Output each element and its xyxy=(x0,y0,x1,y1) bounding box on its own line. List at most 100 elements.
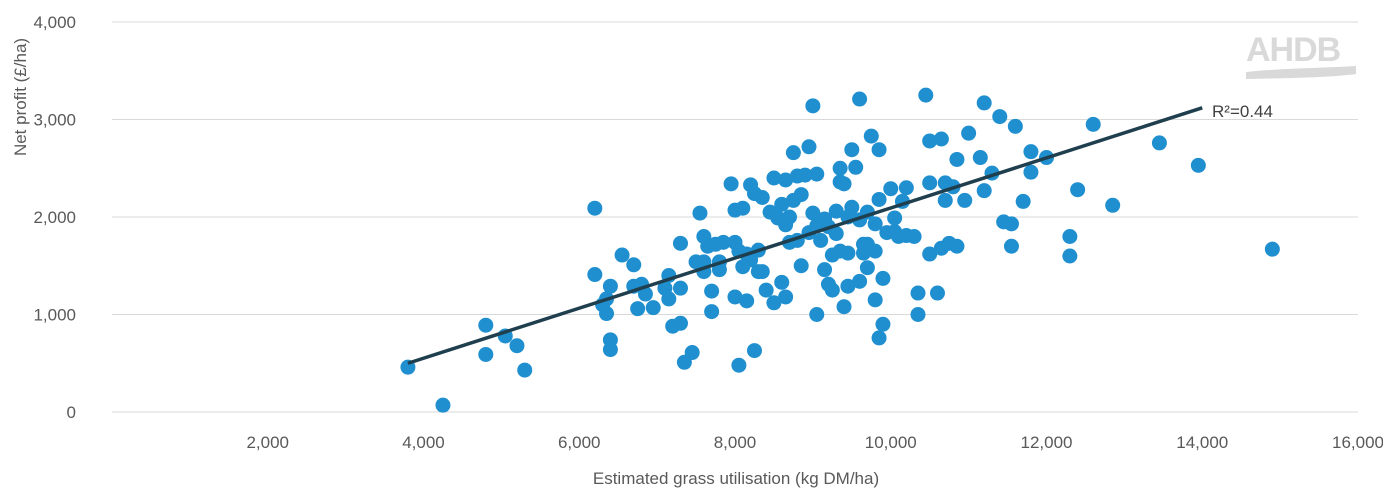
data-point xyxy=(672,315,688,331)
data-point xyxy=(774,274,790,290)
data-point xyxy=(754,264,770,280)
y-axis-title: Net profit (£/ha) xyxy=(11,38,30,156)
data-point xyxy=(746,343,762,359)
data-point xyxy=(992,109,1008,125)
data-point xyxy=(785,145,801,161)
data-point xyxy=(672,280,688,296)
data-point xyxy=(715,234,731,250)
data-point xyxy=(774,196,790,212)
data-point xyxy=(867,292,883,308)
data-point xyxy=(758,282,774,298)
x-tick-label: 14,000 xyxy=(1176,433,1228,452)
data-point xyxy=(727,289,743,305)
data-point xyxy=(887,210,903,226)
x-axis-ticks: 2,000 4,000 6,000 8,000 10,000 12,000 14,000 16… xyxy=(246,433,1383,452)
data-point xyxy=(739,293,755,309)
data-point xyxy=(867,243,883,259)
data-point xyxy=(852,91,868,107)
r-squared-label: R²=0.44 xyxy=(1212,102,1273,121)
data-point xyxy=(1070,182,1086,198)
data-point xyxy=(871,330,887,346)
data-point xyxy=(587,267,603,283)
data-point xyxy=(898,180,914,196)
data-point xyxy=(435,397,451,413)
data-point xyxy=(754,190,770,205)
data-point xyxy=(824,282,840,298)
x-tick-label: 8,000 xyxy=(714,433,757,452)
data-point xyxy=(976,95,992,111)
data-point xyxy=(1015,193,1031,209)
data-point xyxy=(1264,241,1280,257)
data-point xyxy=(863,128,879,144)
data-point xyxy=(782,209,798,225)
data-point xyxy=(1062,229,1078,244)
data-point xyxy=(918,87,934,103)
x-tick-label: 12,000 xyxy=(1021,433,1073,452)
data-point xyxy=(793,258,809,274)
data-point xyxy=(906,229,922,244)
data-point xyxy=(867,216,883,232)
data-point xyxy=(929,285,945,301)
data-point xyxy=(832,160,848,176)
data-point xyxy=(972,150,988,166)
data-point xyxy=(1190,157,1206,173)
data-point xyxy=(961,125,977,141)
data-point xyxy=(766,170,782,186)
data-point xyxy=(778,289,794,305)
data-point xyxy=(478,317,494,333)
y-axis-ticks: 0 1,000 2,000 3,000 4,000 xyxy=(33,13,76,422)
y-tick-label: 4,000 xyxy=(33,13,76,32)
x-axis-title: Estimated grass utilisation (kg DM/ha) xyxy=(593,469,879,488)
data-point xyxy=(809,307,825,322)
y-tick-label: 1,000 xyxy=(33,306,76,325)
data-point xyxy=(875,316,891,332)
data-point xyxy=(844,142,860,158)
data-point xyxy=(871,142,887,158)
data-point xyxy=(828,226,844,242)
data-point xyxy=(852,273,868,289)
x-tick-label: 10,000 xyxy=(865,433,917,452)
data-point xyxy=(817,262,833,278)
data-point xyxy=(587,200,603,216)
x-tick-label: 2,000 xyxy=(246,433,289,452)
data-point xyxy=(735,200,751,216)
data-point xyxy=(614,247,630,263)
y-tick-label: 0 xyxy=(67,403,76,422)
data-point xyxy=(859,260,875,276)
data-point xyxy=(922,175,938,191)
data-point xyxy=(828,203,844,219)
logo-swoosh xyxy=(1246,66,1356,79)
data-point xyxy=(645,300,661,316)
data-point xyxy=(766,295,782,311)
data-point xyxy=(704,304,720,320)
data-point xyxy=(844,199,860,215)
trendline xyxy=(407,106,1203,365)
ahdb-logo: AHDB xyxy=(1246,31,1356,79)
ahdb-logo-text: AHDB xyxy=(1246,31,1341,69)
data-point xyxy=(976,183,992,199)
data-point xyxy=(801,139,817,155)
data-point xyxy=(1105,197,1121,213)
data-point xyxy=(692,205,708,221)
x-tick-label: 16,000 xyxy=(1332,433,1383,452)
data-point xyxy=(805,205,821,221)
data-point xyxy=(704,283,720,299)
data-point xyxy=(626,257,642,273)
data-point xyxy=(684,345,700,361)
data-point xyxy=(661,291,677,307)
data-point xyxy=(509,338,525,354)
y-tick-label: 2,000 xyxy=(33,208,76,227)
y-tick-label: 3,000 xyxy=(33,111,76,130)
data-point xyxy=(910,307,926,322)
data-point xyxy=(793,187,809,203)
data-point xyxy=(1003,216,1019,232)
data-point xyxy=(731,357,747,373)
data-point xyxy=(778,172,794,188)
data-point xyxy=(1023,164,1039,180)
data-point xyxy=(836,176,852,192)
data-point xyxy=(949,238,965,254)
data-point xyxy=(599,306,615,322)
data-point xyxy=(836,299,852,315)
data-point xyxy=(840,278,856,294)
data-point xyxy=(809,166,825,182)
